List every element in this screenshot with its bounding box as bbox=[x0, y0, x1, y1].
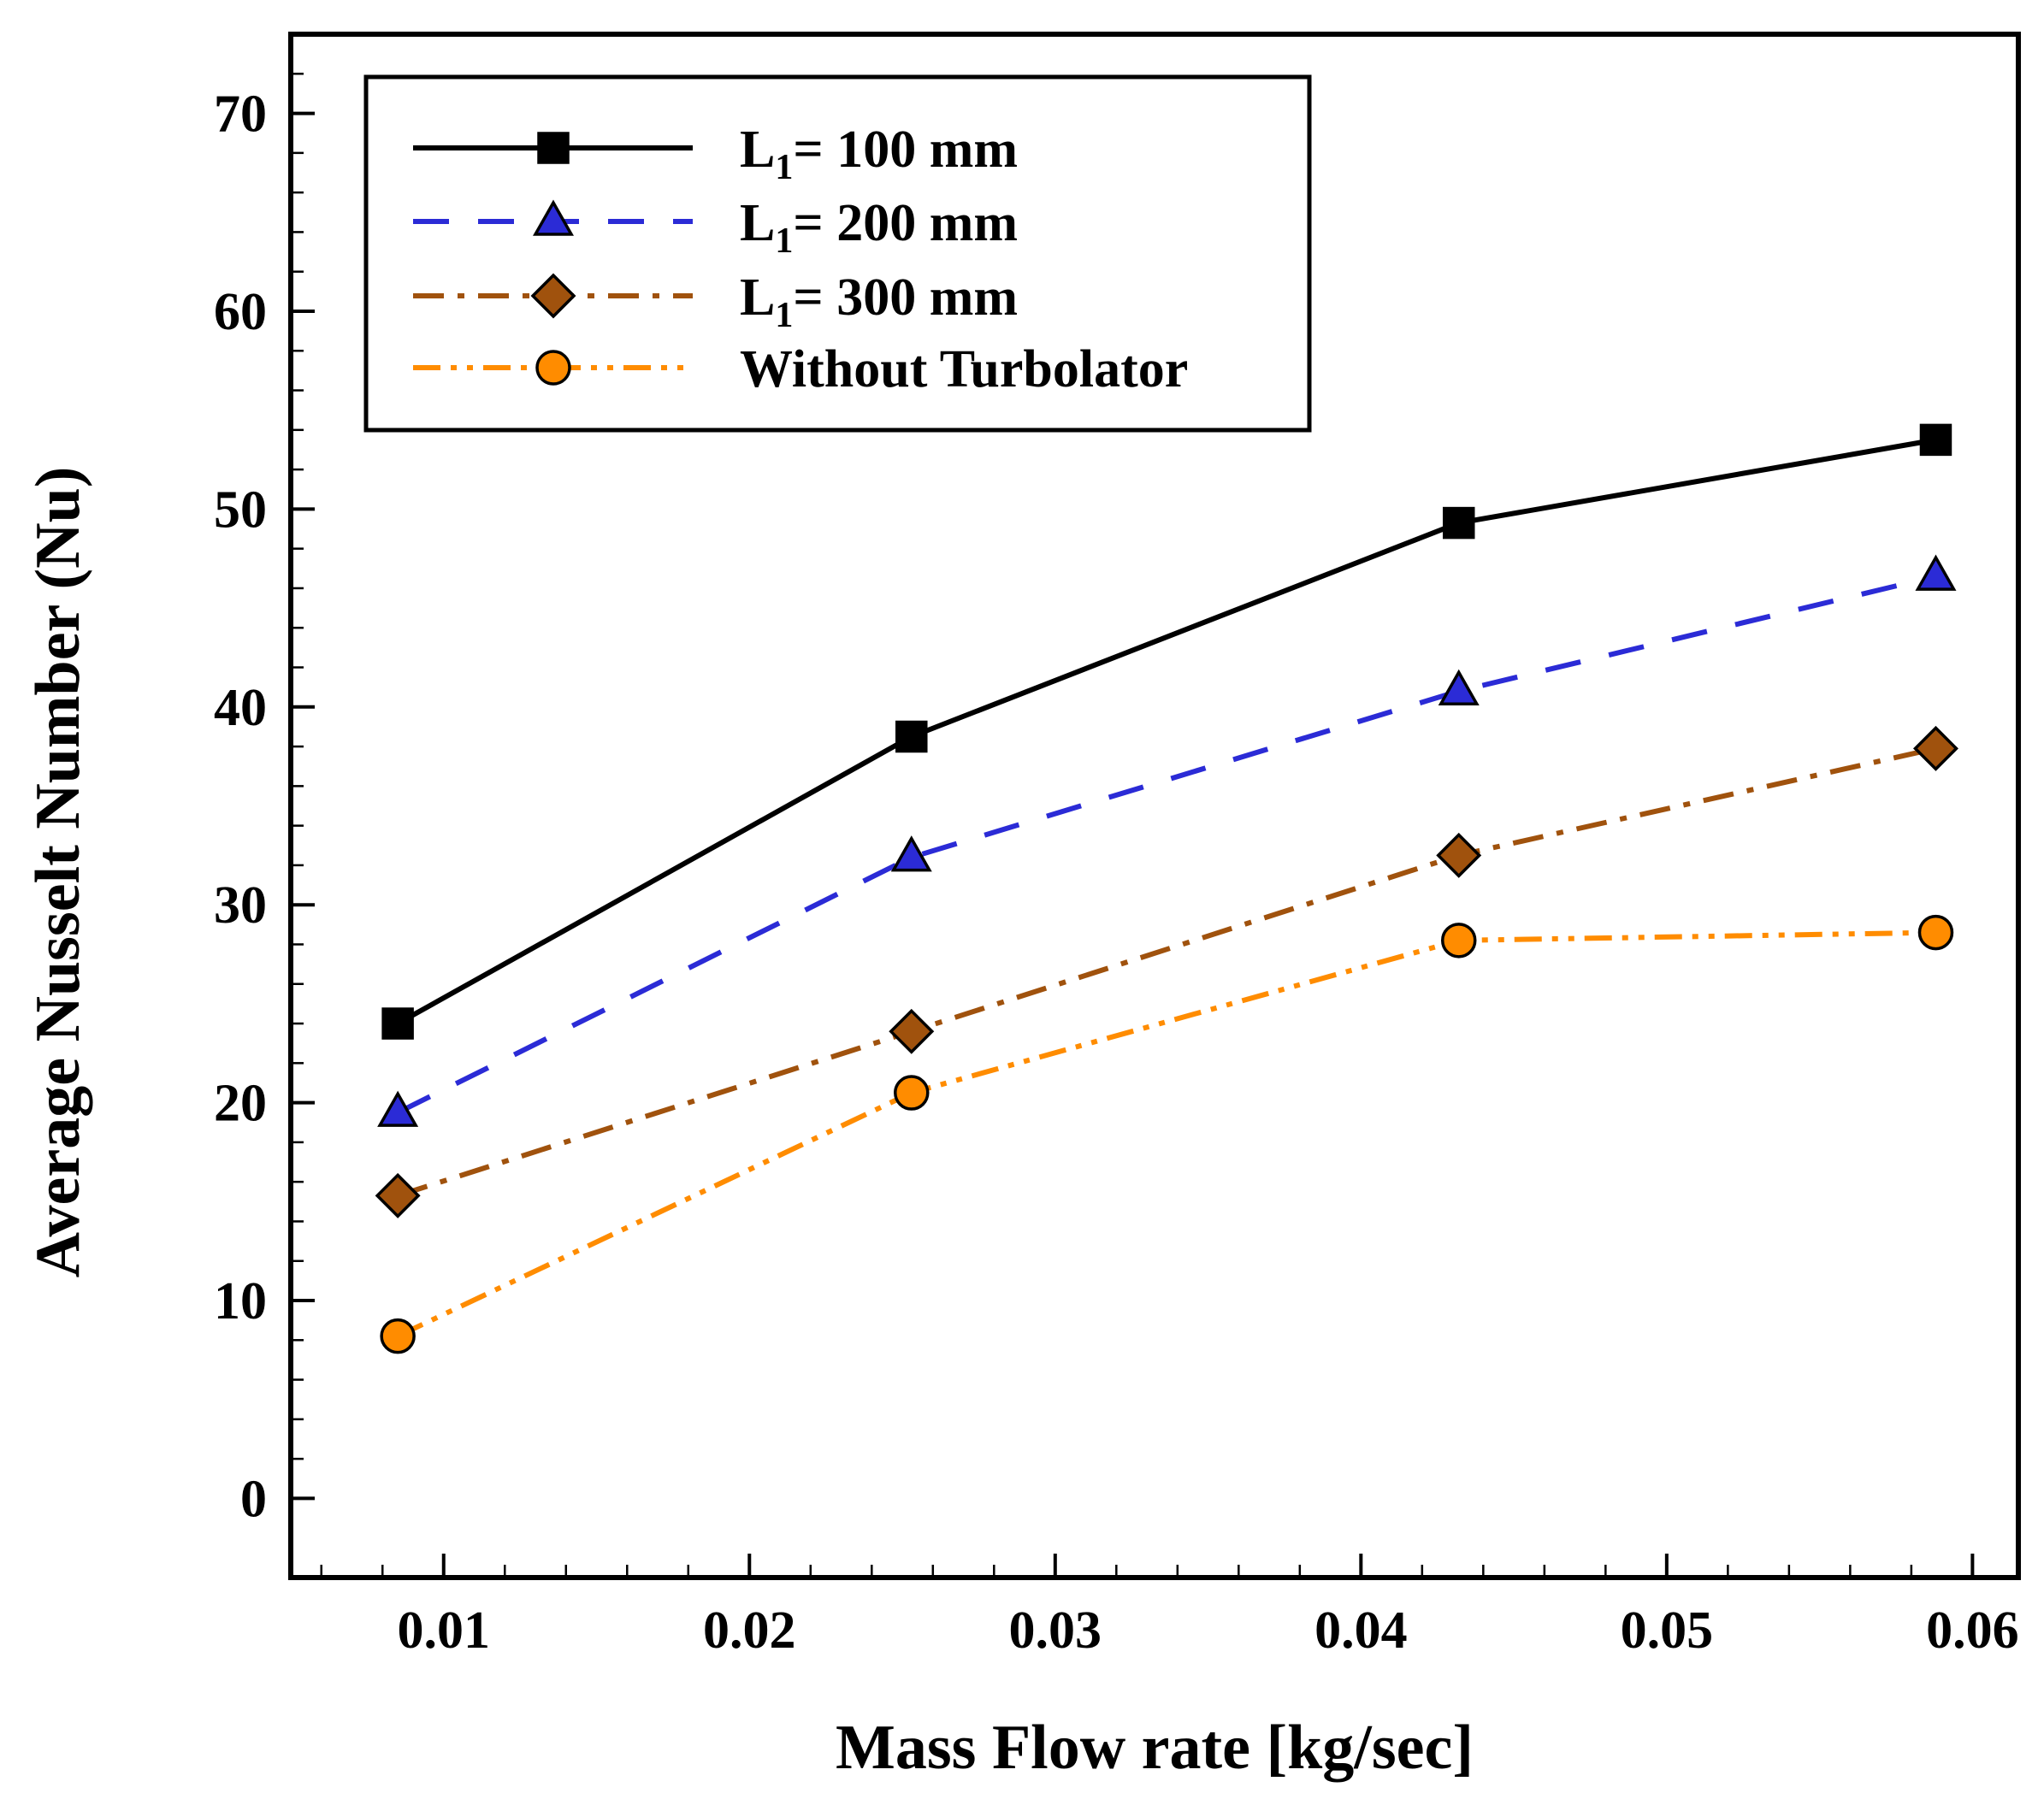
x-tick-label: 0.04 bbox=[1314, 1601, 1408, 1660]
data-point-s1-4 bbox=[1919, 423, 1952, 457]
plot-frame bbox=[288, 32, 2021, 1580]
y-tick-label: 20 bbox=[214, 1075, 267, 1133]
series-line-4 bbox=[396, 929, 1936, 1339]
legend-label-1: L1= 100 mm bbox=[740, 121, 1018, 187]
series-markers bbox=[375, 423, 1958, 1354]
legend-marker-3 bbox=[530, 273, 576, 319]
data-point-s3-1 bbox=[375, 1172, 421, 1218]
data-point-s1-1 bbox=[381, 1007, 414, 1040]
x-tick-label: 0.06 bbox=[1926, 1601, 2019, 1660]
legend-marker-4 bbox=[535, 350, 571, 386]
y-tick-label: 60 bbox=[214, 283, 267, 341]
y-tick-label: 70 bbox=[214, 86, 267, 144]
x-tick-label: 0.03 bbox=[1009, 1601, 1102, 1660]
y-axis-title: Average Nusselt Number (Nu) bbox=[23, 467, 93, 1278]
y-tick-label: 10 bbox=[214, 1272, 267, 1330]
legend-box bbox=[363, 74, 1312, 433]
x-tick-label: 0.05 bbox=[1621, 1601, 1714, 1660]
y-tick-label: 30 bbox=[214, 876, 267, 935]
data-point-s3-2 bbox=[889, 1008, 935, 1054]
legend-label-2: L1= 200 mm bbox=[740, 194, 1018, 261]
legend-marker-2 bbox=[532, 199, 575, 236]
data-point-s3-4 bbox=[1912, 725, 1958, 771]
legend-label-4: Without Turbolator bbox=[740, 340, 1188, 398]
data-point-s2-4 bbox=[1915, 554, 1957, 591]
data-point-s2-1 bbox=[377, 1090, 419, 1127]
data-point-s3-3 bbox=[1436, 832, 1482, 878]
y-tick-label: 50 bbox=[214, 481, 267, 539]
data-point-s4-2 bbox=[894, 1075, 930, 1111]
y-tick-label: 40 bbox=[214, 679, 267, 737]
series-line-3 bbox=[397, 746, 1937, 1199]
y-tick-label: 0 bbox=[240, 1470, 267, 1528]
x-axis-title: Mass Flow rate [kg/sec] bbox=[836, 1713, 1474, 1783]
y-tick-labels: 0 10 20 30 40 50 60 70 bbox=[214, 86, 267, 1529]
x-tick-label: 0.02 bbox=[703, 1601, 796, 1660]
data-point-s2-2 bbox=[890, 835, 932, 872]
legend-marker-1 bbox=[537, 132, 570, 164]
x-tick-label: 0.01 bbox=[398, 1601, 491, 1660]
data-point-s4-4 bbox=[1917, 914, 1954, 951]
legend-label-3: L1= 300 mm bbox=[740, 268, 1018, 335]
series-line-1 bbox=[396, 437, 1936, 1026]
data-point-s4-1 bbox=[380, 1318, 416, 1354]
data-point-s1-3 bbox=[1442, 506, 1475, 540]
data-point-s2-3 bbox=[1438, 669, 1480, 706]
series-line-2 bbox=[396, 574, 1937, 1115]
x-tick-labels: 0.01 0.02 0.03 0.04 0.05 0.06 bbox=[398, 1601, 2019, 1660]
data-point-s1-2 bbox=[895, 720, 928, 753]
series-lines bbox=[396, 437, 1937, 1339]
data-point-s4-3 bbox=[1440, 923, 1477, 959]
